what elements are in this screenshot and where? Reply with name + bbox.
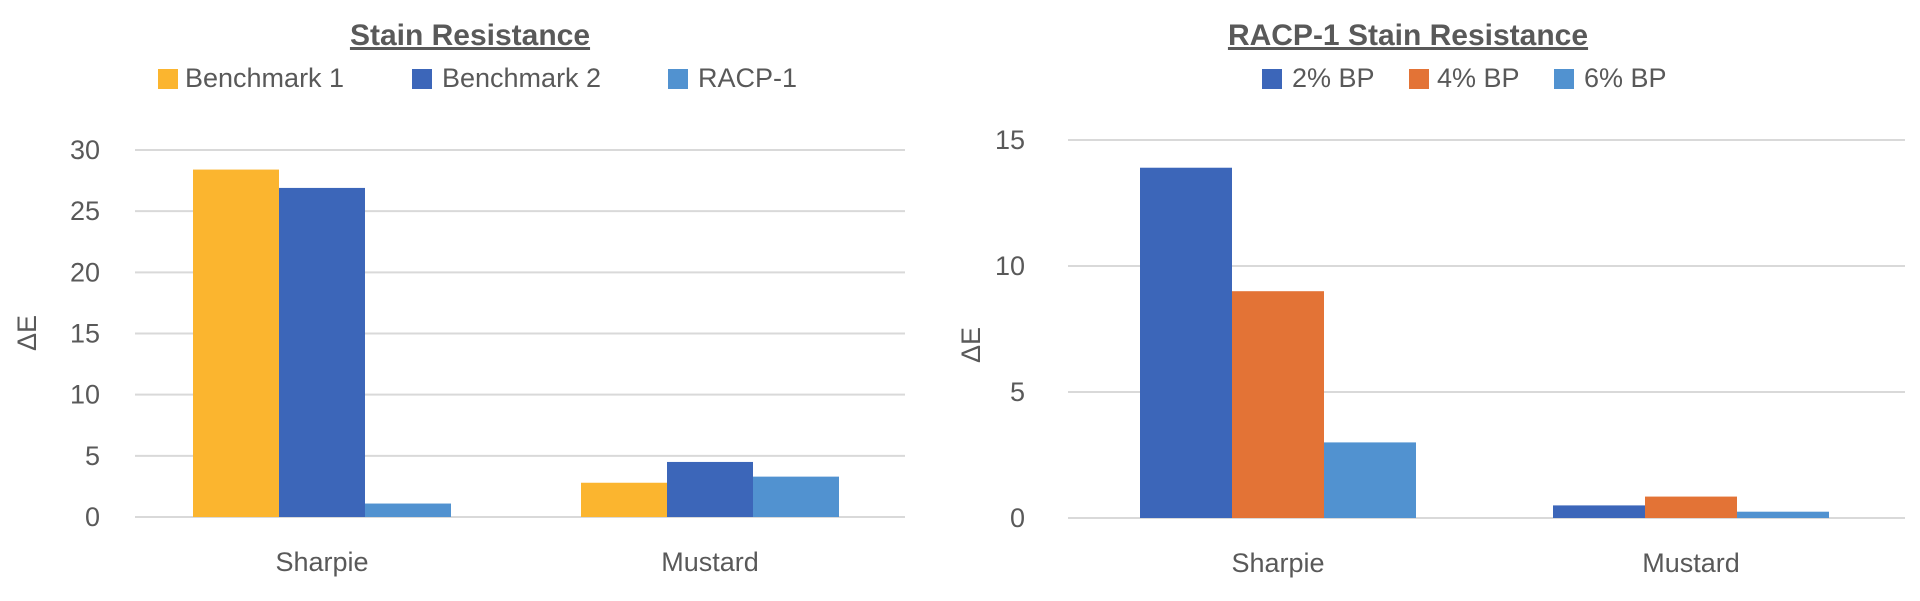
bar-mustard-series-2 xyxy=(1645,496,1737,518)
y-tick-label: 0 xyxy=(85,502,100,532)
chart-racp1-stain-resistance: RACP-1 Stain Resistance 2% BP 4% BP 6% BP 0 5… xyxy=(940,0,1920,601)
legend-label-1: Benchmark 1 xyxy=(185,63,344,93)
bar-mustard-series-1 xyxy=(1553,505,1645,518)
bar-mustard-series-2 xyxy=(667,461,753,517)
y-tick-label: 0 xyxy=(1010,503,1025,533)
bar-mustard-series-3 xyxy=(753,476,839,517)
y-tick-label: 10 xyxy=(70,380,100,410)
y-tick-label: 5 xyxy=(1010,377,1025,407)
legend-swatch-3 xyxy=(668,69,688,89)
x-category-label: Sharpie xyxy=(1231,548,1324,578)
y-tick-label: 20 xyxy=(70,257,100,287)
y-tick-label: 15 xyxy=(70,319,100,349)
y-axis-label: ΔE xyxy=(956,327,986,363)
bar-mustard-series-1 xyxy=(581,482,667,517)
chart-title: RACP-1 Stain Resistance xyxy=(1228,19,1588,52)
y-axis-label: ΔE xyxy=(12,315,42,351)
bar-sharpie-series-2 xyxy=(279,187,365,517)
legend-label-2: 4% BP xyxy=(1437,63,1520,93)
y-tick-label: 5 xyxy=(85,441,100,471)
legend-label-3: RACP-1 xyxy=(698,63,797,93)
y-tick-label: 10 xyxy=(995,251,1025,281)
bar-sharpie-series-2 xyxy=(1232,291,1324,518)
y-tick-label: 30 xyxy=(70,135,100,165)
chart-stain-resistance: Stain Resistance Benchmark 1 Benchmark 2 RA… xyxy=(0,0,940,601)
bar-mustard-series-3 xyxy=(1737,511,1829,518)
bar-sharpie-series-1 xyxy=(1140,167,1232,518)
x-category-label: Mustard xyxy=(661,547,759,577)
legend-label-1: 2% BP xyxy=(1292,63,1375,93)
y-tick-label: 15 xyxy=(995,125,1025,155)
x-category-label: Sharpie xyxy=(275,547,368,577)
legend-swatch-2 xyxy=(412,69,432,89)
legend-label-3: 6% BP xyxy=(1584,63,1667,93)
legend-swatch-1 xyxy=(158,69,178,89)
legend-swatch-1 xyxy=(1262,69,1282,89)
bar-sharpie-series-1 xyxy=(193,169,279,517)
legend-label-2: Benchmark 2 xyxy=(442,63,601,93)
y-tick-label: 25 xyxy=(70,196,100,226)
x-category-label: Mustard xyxy=(1642,548,1740,578)
legend-swatch-2 xyxy=(1409,69,1429,89)
bar-sharpie-series-3 xyxy=(1324,442,1416,518)
legend-swatch-3 xyxy=(1554,69,1574,89)
chart-title: Stain Resistance xyxy=(350,19,590,52)
chart-racp1-stain-resistance-svg: RACP-1 Stain Resistance 2% BP 4% BP 6% BP 0 5… xyxy=(956,19,1905,578)
bar-sharpie-series-3 xyxy=(365,503,451,517)
